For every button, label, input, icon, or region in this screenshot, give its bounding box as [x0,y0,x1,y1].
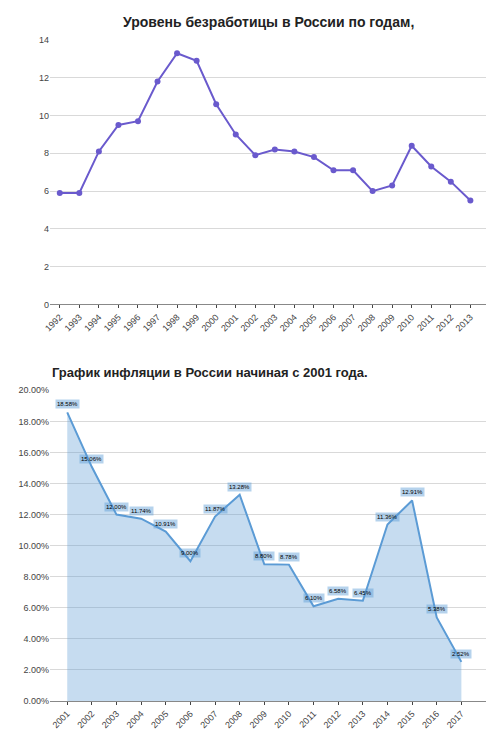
svg-text:6.58%: 6.58% [329,588,347,594]
svg-text:8: 8 [44,148,49,158]
svg-text:15.06%: 15.06% [81,456,102,462]
svg-text:2008: 2008 [223,709,244,730]
svg-text:6.10%: 6.10% [305,595,323,601]
svg-text:4: 4 [44,224,49,234]
svg-text:2005: 2005 [149,709,170,730]
svg-text:2010: 2010 [272,709,293,730]
svg-text:2001: 2001 [219,312,240,333]
svg-text:2012: 2012 [322,709,343,730]
svg-text:10.00%: 10.00% [18,541,49,551]
svg-text:1998: 1998 [160,312,181,333]
svg-text:2002: 2002 [239,312,260,333]
svg-text:12.00%: 12.00% [106,504,127,510]
svg-text:График инфляции в России начин: График инфляции в России начиная с 2001 … [52,365,368,380]
svg-text:2016: 2016 [420,709,441,730]
svg-text:0: 0 [44,300,49,310]
svg-text:9.00%: 9.00% [181,550,199,556]
svg-text:2009: 2009 [376,312,397,333]
svg-text:11.36%: 11.36% [377,514,398,520]
svg-text:6.45%: 6.45% [354,590,372,596]
svg-text:2000: 2000 [200,312,221,333]
svg-text:8.78%: 8.78% [280,554,298,560]
svg-text:2009: 2009 [248,709,269,730]
svg-text:2005: 2005 [297,312,318,333]
svg-text:2.52%: 2.52% [452,651,470,657]
svg-text:13.28%: 13.28% [229,484,250,490]
svg-text:2003: 2003 [100,709,121,730]
svg-text:2008: 2008 [356,312,377,333]
svg-text:2006: 2006 [317,312,338,333]
svg-text:16.00%: 16.00% [18,448,49,458]
svg-text:Уровень безработицы в России п: Уровень безработицы в России по годам, [123,14,414,30]
svg-text:2007: 2007 [198,709,219,730]
svg-text:11.74%: 11.74% [131,508,152,514]
svg-text:1994: 1994 [82,312,103,333]
svg-text:5.38%: 5.38% [428,606,446,612]
svg-text:2007: 2007 [336,312,357,333]
svg-text:1999: 1999 [180,312,201,333]
svg-text:2012: 2012 [434,312,455,333]
svg-text:2006: 2006 [174,709,195,730]
svg-text:6: 6 [44,186,49,196]
svg-text:18.00%: 18.00% [18,417,49,427]
svg-text:14: 14 [39,35,49,45]
svg-text:8.80%: 8.80% [255,553,273,559]
svg-text:11.87%: 11.87% [205,506,226,512]
svg-text:10: 10 [39,111,49,121]
svg-text:2017: 2017 [445,709,466,730]
svg-text:2001: 2001 [51,709,72,730]
svg-text:18.58%: 18.58% [57,401,78,407]
svg-text:2013: 2013 [454,312,475,333]
svg-text:2.00%: 2.00% [23,665,49,675]
svg-text:4.00%: 4.00% [23,634,49,644]
svg-text:8.00%: 8.00% [23,572,49,582]
svg-text:10.91%: 10.91% [155,521,176,527]
svg-text:1997: 1997 [141,312,162,333]
svg-text:12: 12 [39,73,49,83]
svg-text:14.00%: 14.00% [18,479,49,489]
svg-text:20.00%: 20.00% [18,385,49,395]
svg-text:12.00%: 12.00% [18,510,49,520]
svg-text:12.91%: 12.91% [402,489,423,495]
svg-text:1996: 1996 [121,312,142,333]
svg-text:2004: 2004 [125,709,146,730]
svg-text:6.00%: 6.00% [23,603,49,613]
svg-text:1992: 1992 [43,312,64,333]
svg-text:2004: 2004 [278,312,299,333]
svg-text:1993: 1993 [63,312,84,333]
svg-text:2011: 2011 [297,709,318,730]
svg-text:2002: 2002 [75,709,96,730]
svg-text:2013: 2013 [346,709,367,730]
svg-text:2: 2 [44,262,49,272]
svg-text:2010: 2010 [395,312,416,333]
svg-text:0.00%: 0.00% [23,696,49,706]
svg-text:2014: 2014 [371,709,392,730]
svg-text:2003: 2003 [258,312,279,333]
svg-text:2015: 2015 [395,709,416,730]
svg-text:2011: 2011 [415,312,436,333]
svg-text:1995: 1995 [102,312,123,333]
